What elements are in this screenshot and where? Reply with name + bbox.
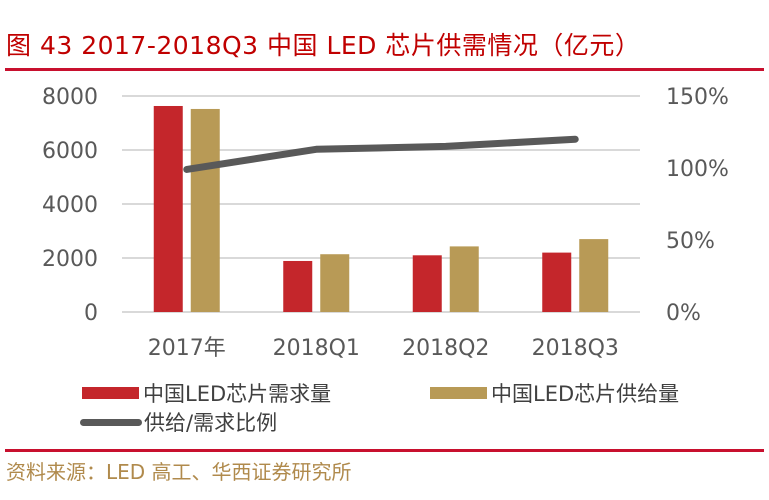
right-tick-label: 150% (666, 85, 729, 110)
bar-supply (320, 254, 350, 312)
bar-demand (542, 252, 572, 312)
right-tick-label: 0% (666, 301, 701, 326)
legend-item-demand: 中国LED芯片需求量 (82, 378, 331, 408)
bar-supply (579, 239, 609, 312)
legend-swatch-supply (430, 387, 487, 399)
legend-label-ratio: 供给/需求比例 (144, 411, 278, 435)
ratio-line-group (183, 135, 579, 173)
left-tick-label: 2000 (42, 247, 98, 272)
footer-divider (5, 449, 764, 452)
x-tick-label: 2017年 (148, 336, 226, 361)
legend-swatch-ratio (80, 418, 142, 426)
bar-demand (153, 105, 183, 313)
x-tick-label: 2018Q1 (273, 336, 360, 361)
legend-item-ratio: 供给/需求比例 (80, 407, 277, 437)
right-axis: 0% 50% 100% 150% (666, 85, 729, 326)
legend-label-supply: 中国LED芯片供给量 (491, 382, 680, 406)
source-note: 资料来源：LED 高工、华西证券研究所 (6, 460, 352, 484)
legend-label-demand: 中国LED芯片需求量 (143, 382, 332, 406)
legend-swatch-demand (82, 387, 139, 399)
left-axis: 0 2000 4000 6000 8000 (42, 85, 98, 326)
left-tick-label: 0 (84, 301, 98, 326)
title-divider (5, 68, 764, 71)
bar-demand (412, 255, 442, 312)
left-tick-label: 4000 (42, 193, 98, 218)
right-tick-label: 50% (666, 229, 715, 254)
left-tick-label: 8000 (42, 85, 98, 110)
bar-supply (190, 108, 220, 313)
x-tick-label: 2018Q3 (532, 336, 619, 361)
right-tick-label: 100% (666, 157, 729, 182)
chart-title: 图 43 2017-2018Q3 中国 LED 芯片供需情况（亿元） (6, 31, 641, 60)
bar-supply (449, 246, 479, 312)
x-tick-label: 2018Q2 (402, 336, 489, 361)
ratio-line (183, 135, 579, 173)
left-tick-label: 6000 (42, 139, 98, 164)
bar-demand (283, 260, 313, 312)
bars (153, 105, 609, 313)
legend-item-supply: 中国LED芯片供给量 (430, 378, 679, 408)
x-axis: 2017年 2018Q1 2018Q2 2018Q3 (148, 336, 619, 361)
